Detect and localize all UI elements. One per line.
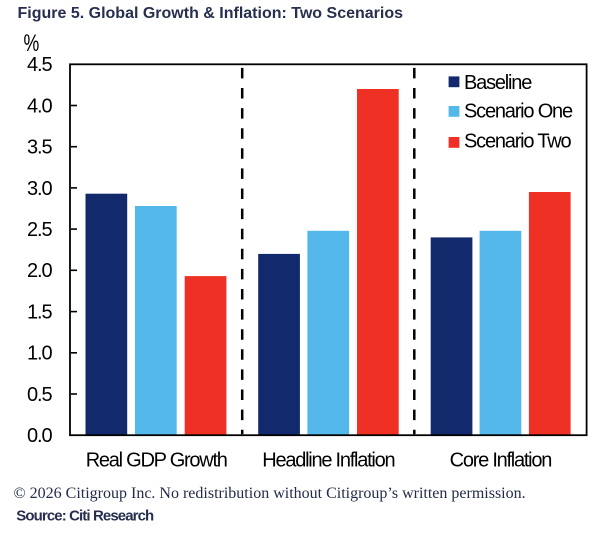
svg-text:2.5: 2.5 (27, 219, 52, 241)
svg-text:0.0: 0.0 (27, 425, 52, 447)
svg-text:0.5: 0.5 (27, 384, 52, 406)
svg-text:3.0: 3.0 (27, 178, 52, 200)
svg-text:Scenario One: Scenario One (464, 100, 573, 122)
svg-text:© 2026 Citigroup Inc. No redis: © 2026 Citigroup Inc. No redistribution … (14, 485, 526, 502)
svg-text:4.0: 4.0 (27, 95, 52, 117)
svg-text:Core Inflation: Core Inflation (450, 449, 552, 471)
svg-text:3.5: 3.5 (27, 137, 52, 159)
svg-text:Headline Inflation: Headline Inflation (262, 449, 394, 471)
svg-text:1.0: 1.0 (27, 343, 52, 365)
svg-text:Real GDP Growth: Real GDP Growth (86, 449, 227, 471)
svg-text:1.5: 1.5 (27, 302, 52, 324)
svg-text:%: % (24, 30, 40, 56)
svg-text:Figure 5. Global Growth & Infl: Figure 5. Global Growth & Inflation: Two… (18, 5, 404, 22)
svg-text:Scenario Two: Scenario Two (464, 131, 571, 153)
svg-text:2.0: 2.0 (27, 260, 52, 282)
svg-text:4.5: 4.5 (27, 54, 52, 76)
svg-text:Baseline: Baseline (464, 72, 532, 94)
svg-text:Source: Citi Research: Source: Citi Research (16, 507, 154, 524)
